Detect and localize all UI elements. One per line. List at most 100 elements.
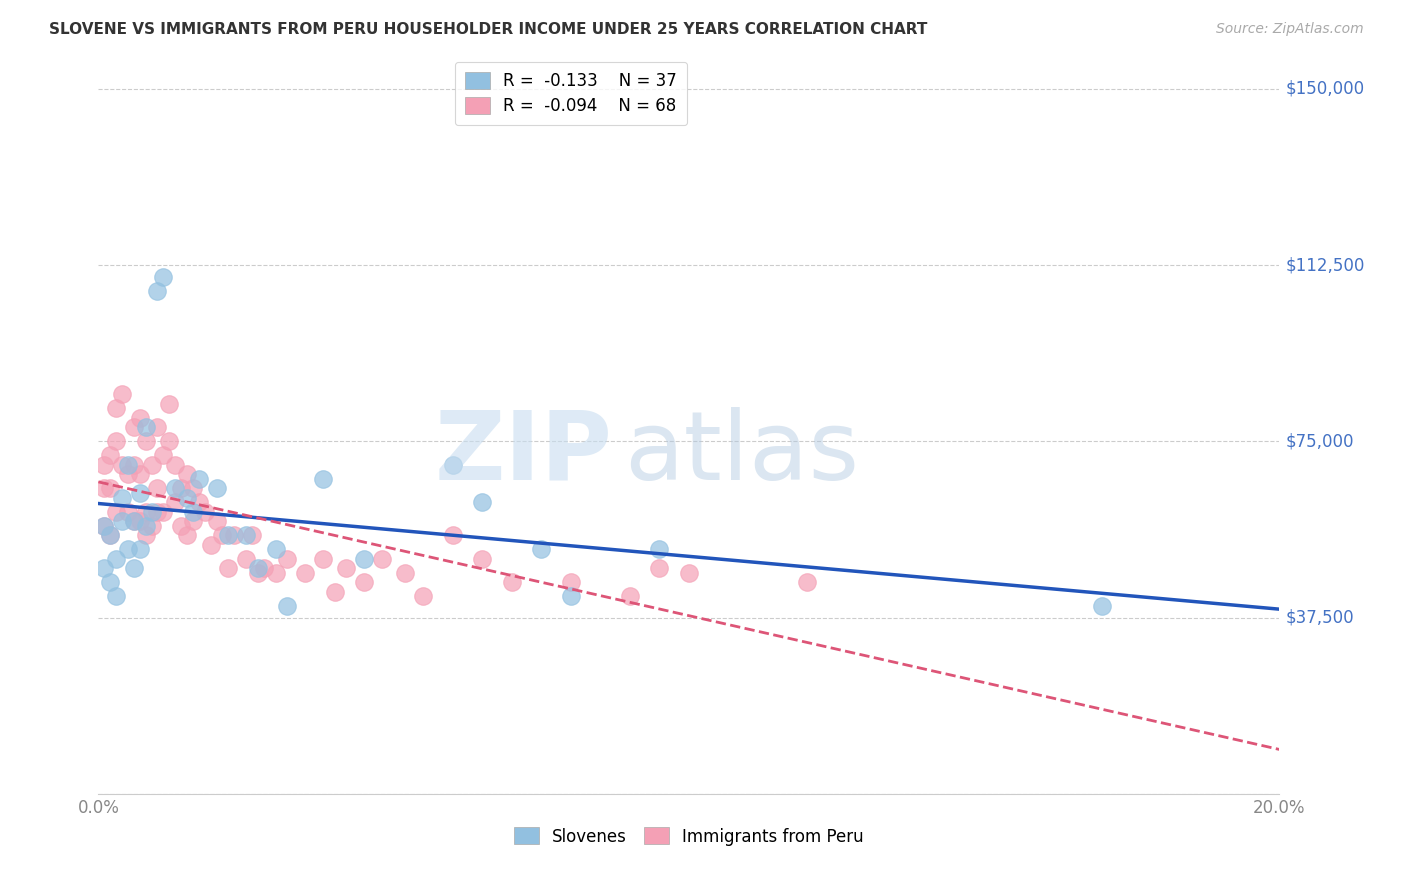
Point	[105, 505, 128, 519]
Text: $150,000: $150,000	[1285, 79, 1364, 98]
Point	[353, 575, 375, 590]
Point	[353, 552, 375, 566]
Point	[312, 472, 335, 486]
Point	[501, 575, 523, 590]
Point	[170, 519, 193, 533]
Point	[98, 528, 121, 542]
Point	[323, 584, 346, 599]
Point	[105, 401, 128, 416]
Point	[530, 542, 553, 557]
Point	[194, 505, 217, 519]
Point	[264, 542, 287, 557]
Point	[441, 458, 464, 472]
Point	[371, 552, 394, 566]
Point	[471, 495, 494, 509]
Point	[135, 505, 157, 519]
Point	[105, 590, 128, 604]
Point	[412, 590, 434, 604]
Point	[122, 458, 145, 472]
Point	[93, 561, 115, 575]
Text: $75,000: $75,000	[1285, 433, 1354, 450]
Point	[796, 575, 818, 590]
Point	[93, 458, 115, 472]
Point	[105, 552, 128, 566]
Point	[246, 566, 269, 580]
Point	[122, 561, 145, 575]
Point	[181, 481, 204, 495]
Point	[211, 528, 233, 542]
Point	[98, 528, 121, 542]
Point	[111, 491, 134, 505]
Point	[176, 467, 198, 482]
Point	[135, 528, 157, 542]
Point	[128, 410, 150, 425]
Point	[135, 420, 157, 434]
Point	[152, 449, 174, 463]
Point	[98, 575, 121, 590]
Text: $112,500: $112,500	[1285, 256, 1365, 274]
Point	[560, 575, 582, 590]
Point	[181, 505, 204, 519]
Point	[135, 434, 157, 449]
Point	[146, 420, 169, 434]
Text: Source: ZipAtlas.com: Source: ZipAtlas.com	[1216, 22, 1364, 37]
Point	[471, 552, 494, 566]
Point	[394, 566, 416, 580]
Point	[200, 538, 222, 552]
Point	[117, 542, 139, 557]
Point	[441, 528, 464, 542]
Point	[122, 514, 145, 528]
Point	[181, 514, 204, 528]
Point	[678, 566, 700, 580]
Point	[93, 519, 115, 533]
Point	[146, 481, 169, 495]
Point	[165, 495, 187, 509]
Point	[165, 458, 187, 472]
Point	[128, 486, 150, 500]
Point	[224, 528, 246, 542]
Point	[122, 514, 145, 528]
Point	[235, 552, 257, 566]
Point	[105, 434, 128, 449]
Point	[648, 561, 671, 575]
Point	[619, 590, 641, 604]
Point	[253, 561, 276, 575]
Point	[205, 514, 228, 528]
Point	[141, 519, 163, 533]
Point	[152, 505, 174, 519]
Point	[294, 566, 316, 580]
Point	[146, 505, 169, 519]
Point	[276, 599, 298, 613]
Text: ZIP: ZIP	[434, 407, 612, 500]
Point	[93, 481, 115, 495]
Point	[205, 481, 228, 495]
Point	[98, 481, 121, 495]
Point	[235, 528, 257, 542]
Point	[217, 528, 239, 542]
Point	[246, 561, 269, 575]
Point	[135, 519, 157, 533]
Point	[176, 528, 198, 542]
Point	[93, 519, 115, 533]
Point	[648, 542, 671, 557]
Legend: Slovenes, Immigrants from Peru: Slovenes, Immigrants from Peru	[508, 821, 870, 852]
Point	[141, 458, 163, 472]
Point	[146, 284, 169, 298]
Point	[187, 472, 209, 486]
Point	[117, 467, 139, 482]
Point	[335, 561, 357, 575]
Point	[157, 397, 180, 411]
Point	[111, 514, 134, 528]
Point	[98, 449, 121, 463]
Point	[117, 505, 139, 519]
Point	[240, 528, 263, 542]
Point	[157, 434, 180, 449]
Point	[122, 420, 145, 434]
Point	[217, 561, 239, 575]
Point	[1091, 599, 1114, 613]
Point	[111, 387, 134, 401]
Point	[170, 481, 193, 495]
Point	[128, 514, 150, 528]
Point	[264, 566, 287, 580]
Point	[152, 269, 174, 284]
